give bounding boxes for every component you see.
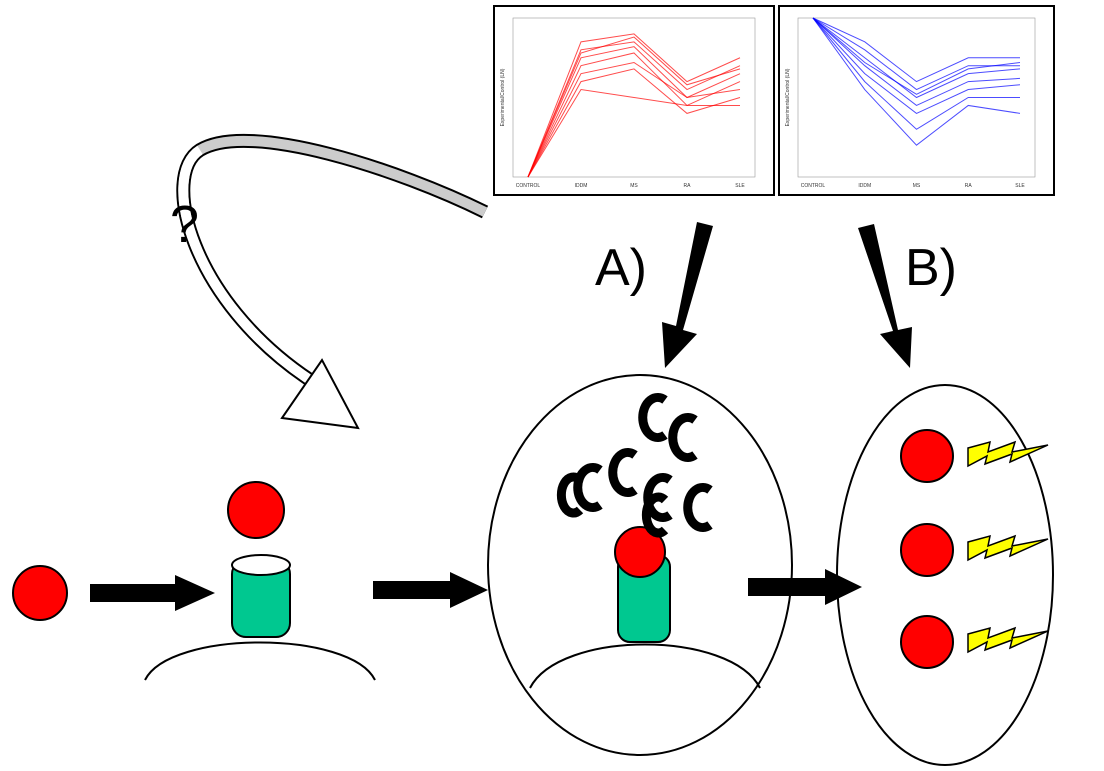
label-a: A) bbox=[595, 239, 647, 297]
x-tick-label: MS bbox=[913, 183, 921, 189]
x-tick-label: IDDM bbox=[575, 183, 588, 189]
line-chart: CONTROL IDDM MS RA SLE Experimental/Control (… bbox=[779, 6, 1054, 195]
x-tick-label: RA bbox=[684, 183, 692, 189]
y-axis-label: Experimental/Control (LN) bbox=[500, 68, 506, 126]
ligand bbox=[13, 566, 67, 620]
line-chart: CONTROL IDDM MS RA SLE Experimental/Control (… bbox=[494, 6, 774, 195]
x-tick-label: SLE bbox=[735, 183, 745, 189]
x-tick-label: IDDM bbox=[858, 183, 871, 189]
diagram: ? A) B) CONTROL IDDM MS RA SLE Experimental/C… bbox=[0, 0, 1104, 771]
x-tick-label: MS bbox=[630, 183, 638, 189]
y-axis-label: Experimental/Control (LN) bbox=[785, 68, 791, 126]
label-b: B) bbox=[905, 239, 957, 297]
cell-3 bbox=[837, 385, 1053, 765]
gray-curved-arrow bbox=[183, 141, 485, 428]
chart-frame bbox=[779, 6, 1054, 195]
x-tick-label: SLE bbox=[1015, 183, 1025, 189]
x-tick-label: CONTROL bbox=[801, 183, 826, 189]
x-tick-label: RA bbox=[965, 183, 973, 189]
question-mark: ? bbox=[170, 196, 199, 254]
cell-2 bbox=[488, 375, 792, 755]
x-tick-label: CONTROL bbox=[516, 183, 541, 189]
